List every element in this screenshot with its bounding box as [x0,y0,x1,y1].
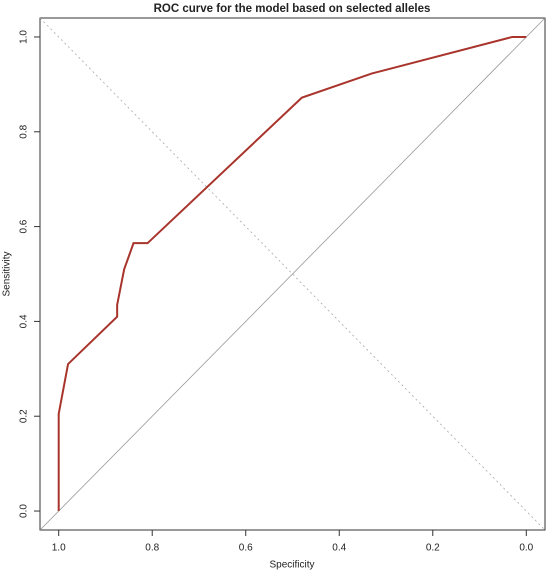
y-tick-label: 0.6 [19,219,30,233]
y-axis-label: Sensitivity [2,251,13,296]
x-tick-label: 0.2 [426,543,440,554]
y-tick-label: 0.0 [19,504,30,518]
y-tick-label: 0.2 [19,409,30,423]
x-tick-label: 1.0 [52,543,66,554]
chart-title: ROC curve for the model based on selecte… [154,3,431,15]
x-axis-label: Specificity [269,560,314,571]
x-tick-label: 0.0 [519,543,533,554]
x-tick-label: 0.4 [332,543,346,554]
y-tick-label: 0.4 [19,314,30,328]
reference-diagonal [39,17,546,531]
y-tick-label: 0.8 [19,124,30,138]
y-tick-label: 1.0 [19,30,30,44]
plot-frame [39,17,546,531]
x-tick-label: 0.6 [239,543,253,554]
x-tick-label: 0.8 [145,543,159,554]
roc-curve [57,35,527,512]
